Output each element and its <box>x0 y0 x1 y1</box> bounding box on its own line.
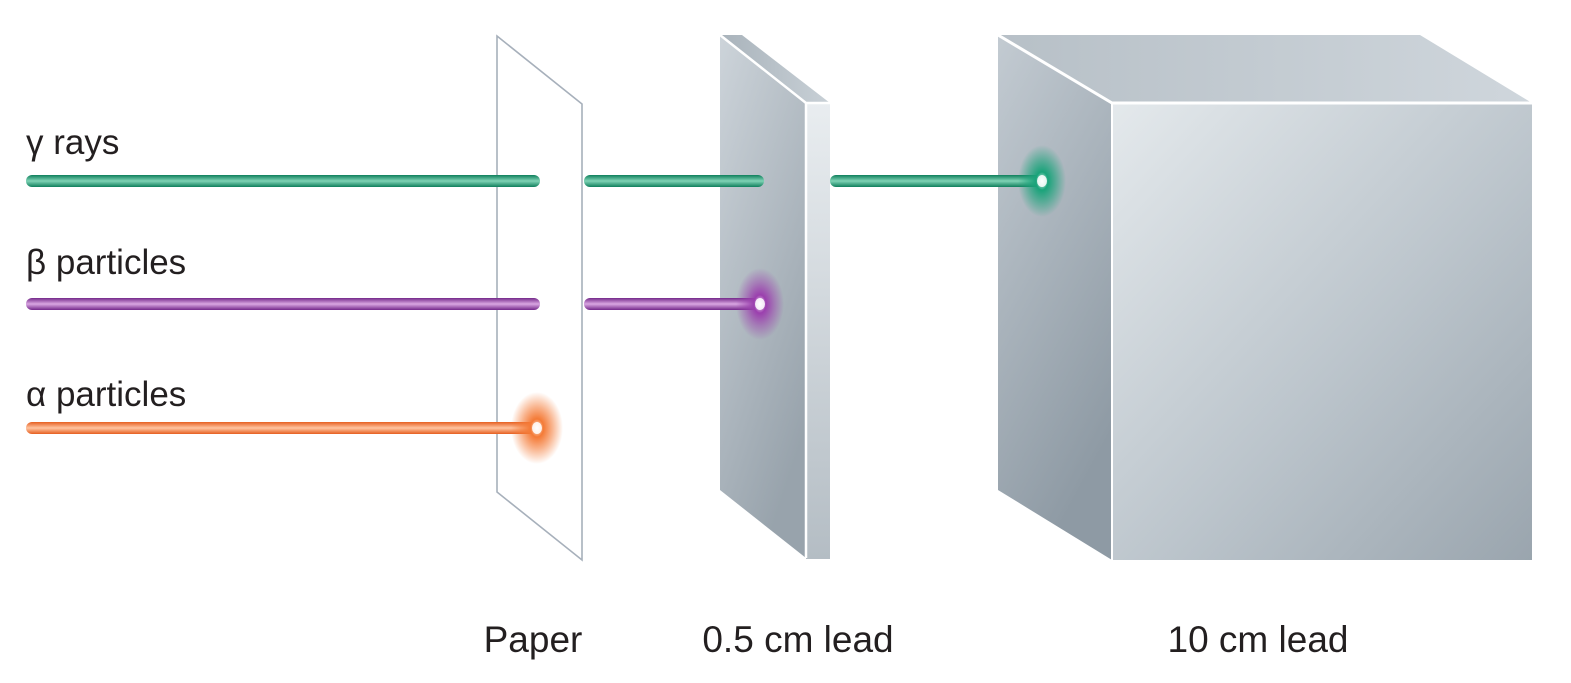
gamma-beam <box>26 145 1066 217</box>
gamma-beam-segment <box>26 175 540 187</box>
thick-lead-label: 10 cm lead <box>1168 619 1349 660</box>
beta-beam <box>26 268 784 340</box>
thick-lead-front-face <box>1112 103 1532 560</box>
gamma-beam-segment <box>830 175 1044 187</box>
beams-layer <box>26 145 1066 464</box>
beta-impact-core <box>755 298 765 310</box>
beta-beam-segment <box>26 298 540 310</box>
thin-lead-edge <box>806 103 830 559</box>
thick-lead-side-face <box>998 35 1112 560</box>
thin-lead-label: 0.5 cm lead <box>702 619 893 660</box>
alpha-particle-label: α particles <box>26 375 186 414</box>
beta-particle-label: β particles <box>26 243 186 282</box>
alpha-beam-segment <box>26 422 536 434</box>
alpha-impact-core <box>532 422 542 434</box>
gamma-impact-core <box>1037 175 1047 187</box>
gamma-beam-segment <box>584 175 764 187</box>
paper-label: Paper <box>484 619 583 660</box>
gamma-ray-label: γ rays <box>26 123 119 162</box>
alpha-beam <box>26 392 563 464</box>
thick-lead-top-face <box>998 35 1532 103</box>
thin-lead-top <box>720 35 830 103</box>
thick-lead-block <box>997 33 1532 560</box>
beta-beam-segment <box>584 298 760 310</box>
